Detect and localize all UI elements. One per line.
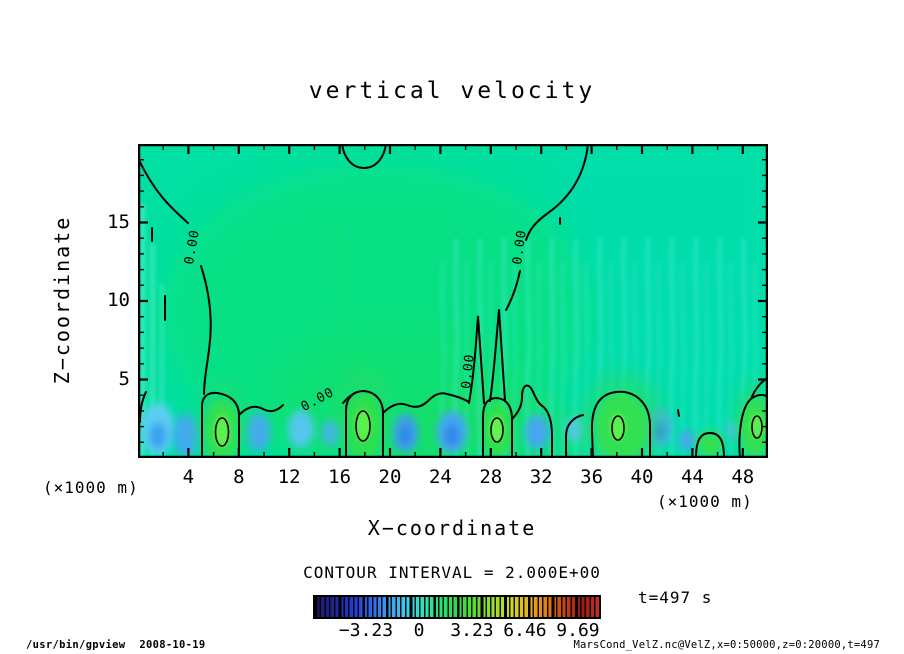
colorbar-tick-label: 9.69 xyxy=(556,620,600,641)
footer-file-info: MarsCond_VelZ.nc@VelZ,x=0:50000,z=0:2000… xyxy=(573,639,880,651)
colorbar-tick-label: −3.23 xyxy=(338,620,394,641)
footer-program-info: /usr/bin/gpview 2008-10-19 xyxy=(26,639,220,651)
x-axis-unit: (×1000 m) xyxy=(657,492,753,511)
z-tick-label: 15 xyxy=(107,210,130,233)
colorbar-tick-label: 0 xyxy=(413,620,425,641)
x-tick-label: 44 xyxy=(680,466,704,488)
x-tick-label: 4 xyxy=(182,466,195,488)
z-tick-label: 5 xyxy=(118,367,130,390)
colorbar-tick-label: 6.46 xyxy=(503,620,547,641)
x-tick-label: 36 xyxy=(580,466,604,488)
x-tick-label: 40 xyxy=(630,466,654,488)
footer-program-path: /usr/bin/gpview xyxy=(26,639,126,651)
x-tick-label: 48 xyxy=(731,466,755,488)
plot-border xyxy=(137,143,769,459)
page-title: vertical velocity xyxy=(308,78,596,104)
contour-plot-canvas: 0.000.000.000.00 xyxy=(137,143,769,459)
x-tick-label: 28 xyxy=(479,466,503,488)
colorbar-tick-label: 3.23 xyxy=(450,620,494,641)
x-tick-label: 32 xyxy=(529,466,553,488)
contour-interval-text: CONTOUR INTERVAL = 2.000E+00 xyxy=(303,563,601,582)
x-tick-label: 16 xyxy=(328,466,352,488)
time-label: t=497 s xyxy=(638,588,713,607)
z-tick-label: 10 xyxy=(107,289,130,311)
x-axis-tick-labels: 4 8 12 16 20 24 28 32 36 40 44 48 xyxy=(138,466,768,490)
colorbar xyxy=(313,595,601,619)
z-axis-unit: (×1000 m) xyxy=(43,478,139,497)
inner-contour-rings xyxy=(214,410,763,447)
x-axis-label: X−coordinate xyxy=(367,516,537,540)
contour-field-art xyxy=(138,144,768,458)
x-tick-label: 20 xyxy=(378,466,402,488)
footer-date: 2008-10-19 xyxy=(139,639,206,651)
colorbar-stripes xyxy=(315,597,599,617)
x-tick-label: 8 xyxy=(233,466,245,488)
zero-contour-label: 0.00 xyxy=(459,353,478,390)
x-tick-label: 24 xyxy=(428,466,452,488)
z-axis-tick-labels: 5 10 15 xyxy=(88,144,130,458)
x-tick-label: 12 xyxy=(277,466,301,488)
zero-contour-label: 0.00 xyxy=(182,228,203,265)
colorbar-tick-labels: −3.23 0 3.23 6.46 9.69 xyxy=(313,620,600,644)
zero-contour-label: 0.00 xyxy=(510,229,530,266)
y-axis-label: Z−coordinate xyxy=(50,215,74,385)
plot-area: 0.00 0.00 0.00 0.00 xyxy=(137,143,769,459)
